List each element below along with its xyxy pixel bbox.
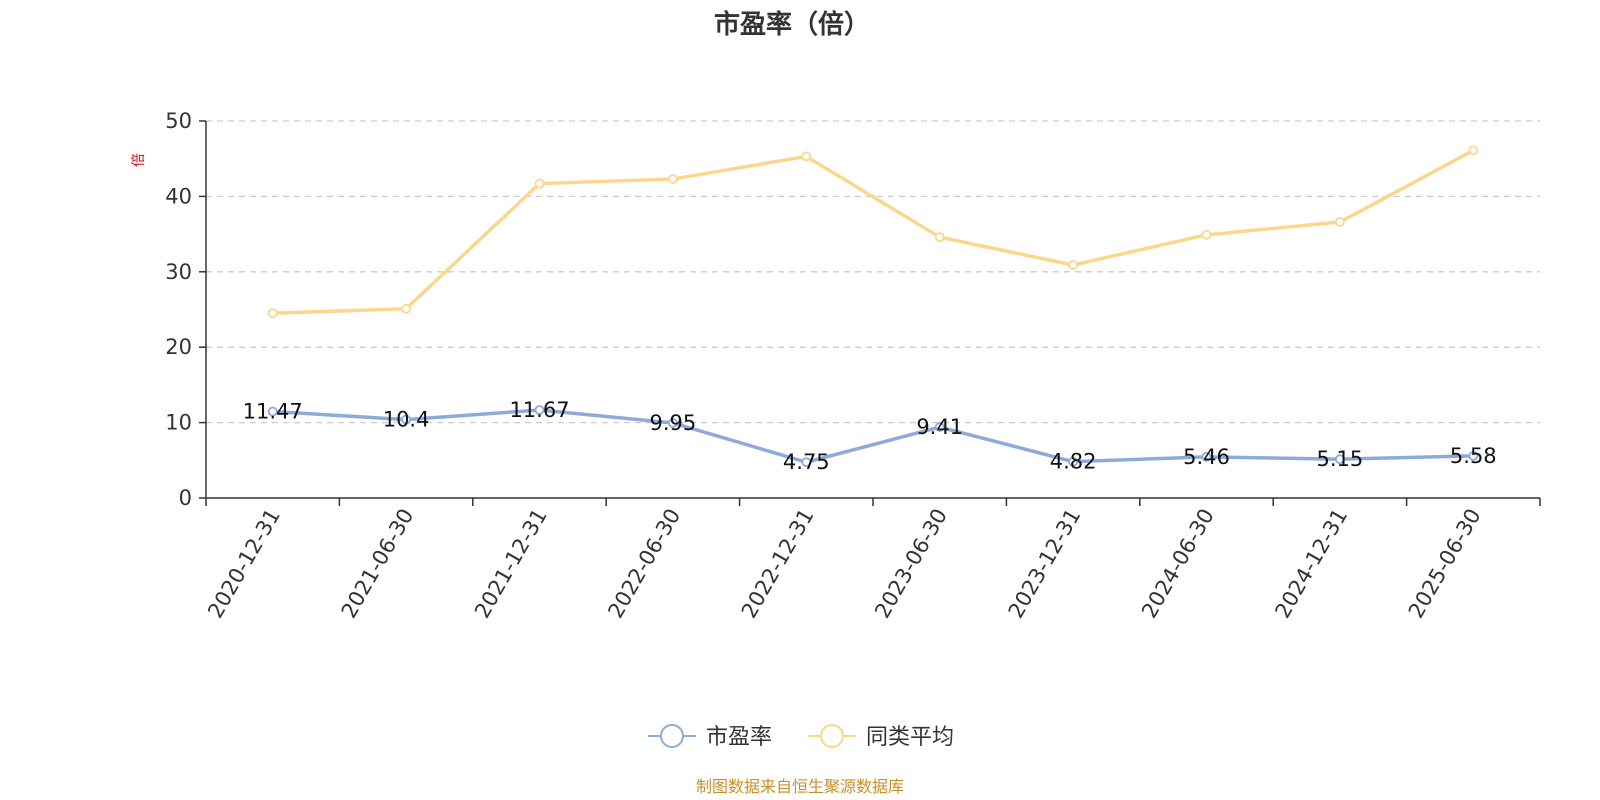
series-1-point [534, 405, 545, 415]
data-label: 9.41 [916, 415, 963, 439]
series-1-point [1468, 451, 1479, 461]
series-1-point [801, 457, 812, 468]
x-tick-label: 2020-12-31 [203, 505, 285, 623]
y-tick-label: 20 [165, 335, 192, 359]
y-tick-label: 50 [165, 109, 192, 133]
series-1-point [267, 406, 278, 417]
legend-marker-2 [820, 724, 844, 748]
data-label: 5.15 [1317, 447, 1364, 471]
y-tick-label: 30 [165, 260, 192, 284]
y-axis-unit-label: 倍 [131, 153, 147, 167]
series-1-point [1201, 451, 1212, 462]
source-note: 制图数据来自恒生聚源数据库 [696, 777, 904, 796]
series-2-point [1468, 145, 1479, 156]
x-tick-label: 2024-12-31 [1270, 505, 1352, 623]
legend: 市盈率 同类平均 [648, 724, 954, 750]
series-1-point [1335, 454, 1345, 465]
data-label: 11.67 [509, 398, 569, 422]
series-2-point [801, 151, 812, 162]
x-tick-label: 2023-12-31 [1004, 505, 1086, 623]
gridlines [206, 120, 1540, 424]
data-label: 5.58 [1450, 444, 1497, 468]
series-2-point [668, 174, 678, 184]
x-tick-label: 2021-06-30 [337, 504, 419, 622]
series-line-1 [270, 408, 1476, 464]
legend-label-2: 同类平均 [866, 725, 954, 750]
series-2-point [1068, 260, 1078, 270]
y-tick-label: 0 [179, 486, 192, 510]
series-line-2 [270, 148, 1476, 316]
x-tick-label: 2025-06-30 [1404, 505, 1486, 623]
series-2-point [401, 303, 412, 314]
legend-marker-1 [660, 724, 684, 748]
x-tick-label: 2024-06-30 [1137, 505, 1219, 623]
series-1-point [1068, 456, 1078, 467]
series-2-point [267, 308, 278, 319]
data-label: 4.82 [1050, 450, 1097, 474]
y-tick-label: 10 [165, 411, 192, 435]
series-2-point [1335, 217, 1345, 227]
series-2-point [534, 178, 545, 189]
x-tick-label: 2022-06-30 [603, 505, 685, 623]
data-labels: 11.47 10.4 11.67 9.95 4.75 9.41 4.82 5.46 5.15 5.… [243, 398, 1497, 474]
x-tick-label: 2023-06-30 [870, 504, 952, 622]
chart-title: 市盈率（倍） [714, 9, 870, 40]
legend-label-1: 市盈率 [706, 725, 772, 750]
x-tick-label: 2021-12-31 [470, 505, 552, 623]
data-label: 5.46 [1183, 445, 1230, 469]
y-tick-label: 40 [165, 184, 192, 208]
data-label: 4.75 [783, 450, 830, 474]
series-1-point [668, 418, 678, 428]
data-label: 10.4 [383, 408, 430, 432]
series-1-point [934, 422, 945, 432]
x-tick-label: 2022-12-31 [737, 505, 819, 623]
series-2-point [934, 232, 945, 243]
data-label: 9.95 [650, 411, 697, 435]
series-1-point [401, 414, 412, 425]
series-2-point [1201, 229, 1212, 240]
data-label: 11.47 [243, 400, 303, 424]
series-lines [267, 145, 1479, 468]
